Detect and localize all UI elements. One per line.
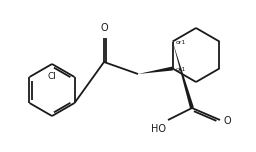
Text: Cl: Cl <box>48 72 56 81</box>
Text: or1: or1 <box>176 67 186 72</box>
Text: or1: or1 <box>176 40 186 45</box>
Polygon shape <box>138 67 173 74</box>
Polygon shape <box>173 41 194 109</box>
Text: O: O <box>100 23 108 33</box>
Text: O: O <box>224 116 232 126</box>
Text: HO: HO <box>151 124 166 134</box>
